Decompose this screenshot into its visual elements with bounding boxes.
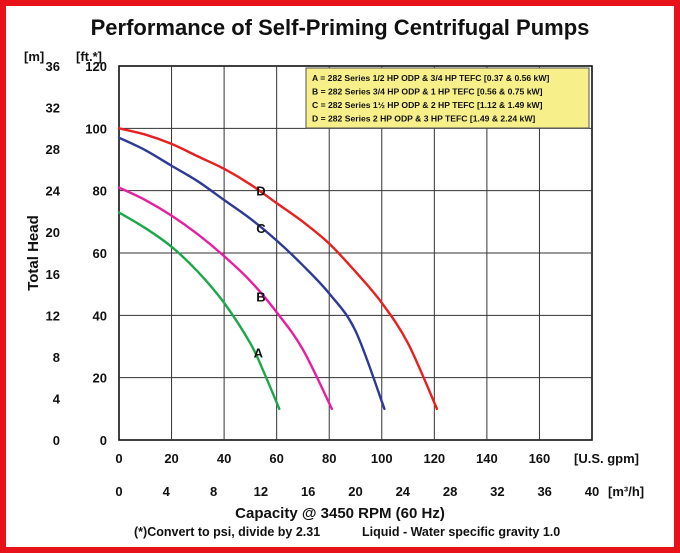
- y-unit-feet: [ft.*]: [76, 49, 102, 64]
- curve-a: [117, 211, 281, 411]
- y-tick-label-meters: 8: [53, 350, 60, 365]
- legend-entry: B = 282 Series 3/4 HP ODP & 1 HP TEFC [0…: [312, 87, 543, 97]
- legend-entry: D = 282 Series 2 HP ODP & 3 HP TEFC [1.4…: [312, 114, 535, 124]
- y-tick-label-meters: 4: [53, 391, 61, 406]
- x-tick-label-gpm: 160: [529, 451, 551, 466]
- x-ticks-gpm: 0 20 40 60 80 100 120 140 160: [115, 451, 550, 466]
- pump-performance-chart: Performance of Self-Priming Centrifugal …: [24, 15, 644, 539]
- curve-label-a: A: [254, 346, 264, 361]
- x-axis-title: Capacity @ 3450 RPM (60 Hz): [235, 505, 445, 522]
- x-tick-label-m3h: 40: [585, 484, 599, 499]
- x-tick-label-m3h: 16: [301, 484, 315, 499]
- curve-b: [117, 186, 334, 411]
- chart-frame: Performance of Self-Priming Centrifugal …: [6, 6, 674, 547]
- x-tick-label-m3h: 32: [490, 484, 504, 499]
- curve-c: [117, 136, 386, 411]
- x-tick-label-m3h: 24: [396, 484, 411, 499]
- y-axis-title: Total Head: [25, 215, 42, 291]
- y-tick-label-meters: 28: [46, 142, 60, 157]
- specific-gravity-note: Liquid - Water specific gravity 1.0: [362, 525, 560, 539]
- y-tick-label-feet: 0: [100, 433, 107, 448]
- x-tick-label-m3h: 0: [115, 484, 122, 499]
- curve-label-d: D: [256, 184, 265, 199]
- x-tick-label-m3h: 28: [443, 484, 457, 499]
- y-tick-label-feet: 20: [93, 371, 107, 386]
- y-tick-label-meters: 16: [46, 267, 60, 282]
- x-tick-label-gpm: 60: [269, 451, 283, 466]
- x-tick-label-m3h: 36: [537, 484, 551, 499]
- legend-box: [305, 67, 590, 129]
- curve-label-b: B: [256, 290, 265, 305]
- x-tick-label-gpm: 100: [371, 451, 393, 466]
- curves: A B C D: [117, 127, 439, 411]
- x-tick-label-gpm: 20: [164, 451, 178, 466]
- y-tick-label-meters: 20: [46, 225, 60, 240]
- y-tick-label-feet: 80: [93, 184, 107, 199]
- chart-title: Performance of Self-Priming Centrifugal …: [91, 15, 590, 40]
- y-tick-label-feet: 100: [85, 121, 107, 136]
- y-tick-label-feet: 60: [93, 246, 107, 261]
- y-tick-label-meters: 24: [46, 184, 61, 199]
- x-unit-gpm: [U.S. gpm]: [574, 451, 639, 466]
- y-tick-label-feet: 120: [85, 59, 107, 74]
- y-ticks-feet: 0 20 40 60 80 100 120: [85, 59, 107, 448]
- y-tick-label-meters: 12: [46, 308, 60, 323]
- y-ticks-meters: 0 4 8 12 16 20 24 28 32 36: [46, 59, 61, 448]
- x-tick-label-m3h: 20: [348, 484, 362, 499]
- y-tick-label-meters: 32: [46, 101, 60, 116]
- x-tick-label-m3h: 4: [163, 484, 171, 499]
- legend-entry: A = 282 Series 1/2 HP ODP & 3/4 HP TEFC …: [312, 73, 549, 83]
- curve-d: [117, 127, 439, 411]
- x-tick-label-gpm: 40: [217, 451, 231, 466]
- x-tick-label-gpm: 80: [322, 451, 336, 466]
- psi-conversion-note: (*)Convert to psi, divide by 2.31: [134, 525, 320, 539]
- x-tick-label-gpm: 140: [476, 451, 498, 466]
- y-tick-label-meters: 36: [46, 59, 60, 74]
- y-unit-meters: [m]: [24, 49, 44, 64]
- curve-label-c: C: [256, 221, 266, 236]
- x-tick-label-gpm: 0: [115, 451, 122, 466]
- x-tick-label-m3h: 8: [210, 484, 217, 499]
- legend-entry: C = 282 Series 1½ HP ODP & 2 HP TEFC [1.…: [312, 100, 543, 110]
- legend: A = 282 Series 1/2 HP ODP & 3/4 HP TEFC …: [305, 67, 590, 129]
- y-tick-label-feet: 40: [93, 308, 107, 323]
- x-ticks-m3h: 0 4 8 12 16 20 24 28 32 36 40: [115, 484, 599, 499]
- x-unit-m3h: [m³/h]: [608, 484, 644, 499]
- y-tick-label-meters: 0: [53, 433, 60, 448]
- x-tick-label-gpm: 120: [423, 451, 445, 466]
- x-tick-label-m3h: 12: [254, 484, 268, 499]
